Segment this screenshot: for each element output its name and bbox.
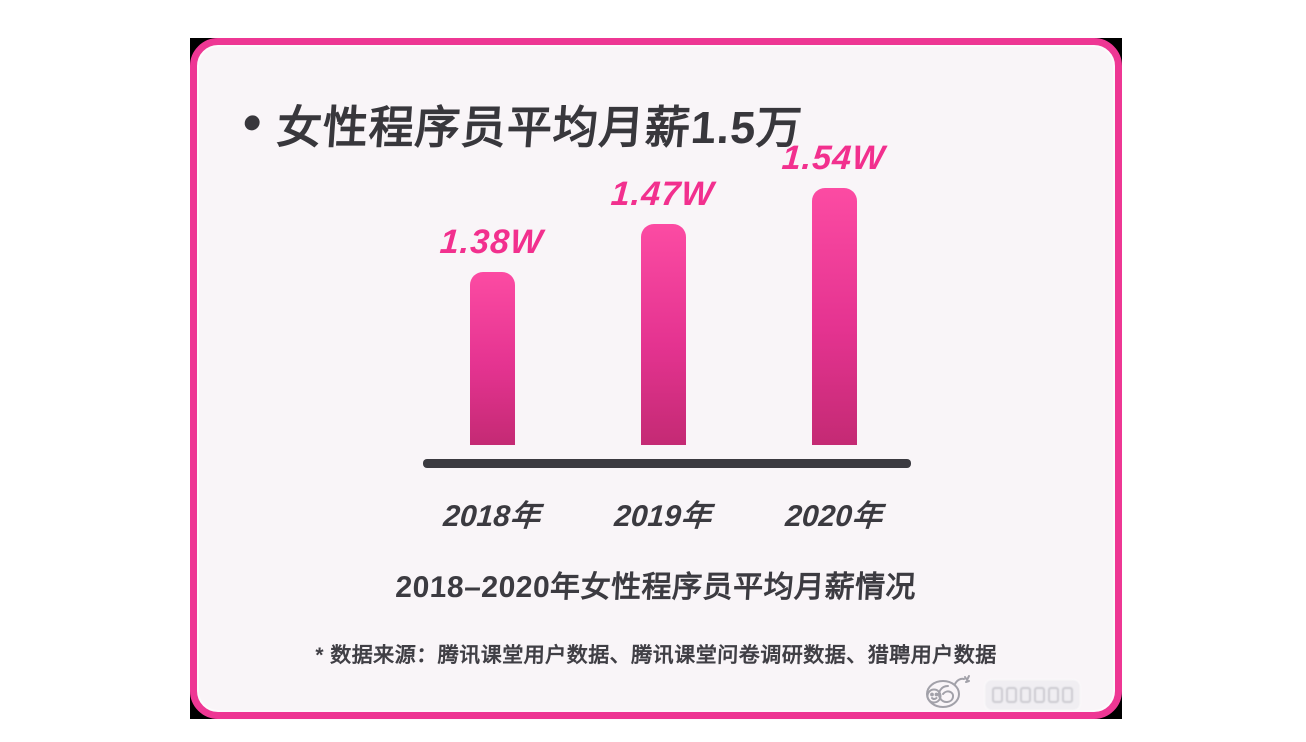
info-card: • 女性程序员平均月薪1.5万 1.38W 1.47W 1.54W xyxy=(190,38,1122,719)
watermark-text-plate xyxy=(985,679,1080,710)
bar-value-label: 1.38W xyxy=(439,223,545,261)
bar-column-2020: 1.54W xyxy=(764,139,904,445)
bar-chart: 1.38W 1.47W 1.54W 2018年 2019年 2020年 xyxy=(197,45,1115,712)
bar-value-label: 1.54W xyxy=(781,139,887,177)
watermark-glyph xyxy=(1062,686,1073,703)
category-label-2020: 2020年 xyxy=(784,500,884,533)
bar-column-2018: 1.38W xyxy=(422,223,562,445)
bar-2018 xyxy=(469,272,515,445)
watermark-glyph xyxy=(1034,686,1045,703)
card-backdrop: • 女性程序员平均月薪1.5万 1.38W 1.47W 1.54W xyxy=(190,38,1122,719)
watermark xyxy=(917,673,1080,716)
watermark-glyph xyxy=(1006,686,1017,703)
x-axis-line xyxy=(423,459,911,468)
snail-doodle-icon xyxy=(917,673,977,716)
bar-column-2019: 1.47W xyxy=(593,175,733,445)
category-label-2018: 2018年 xyxy=(442,500,542,533)
watermark-glyph xyxy=(1020,686,1031,703)
bar-2019 xyxy=(640,224,686,445)
watermark-glyph xyxy=(1048,686,1059,703)
data-source-footnote: * 数据来源：腾讯课堂用户数据、腾讯课堂问卷调研数据、猎聘用户数据 xyxy=(314,644,998,667)
category-label-2019: 2019年 xyxy=(613,500,713,533)
watermark-glyph xyxy=(992,686,1003,703)
chart-caption: 2018–2020年女性程序员平均月薪情况 xyxy=(394,571,918,604)
bar-value-label: 1.47W xyxy=(610,175,716,213)
bar-2020 xyxy=(811,188,857,445)
